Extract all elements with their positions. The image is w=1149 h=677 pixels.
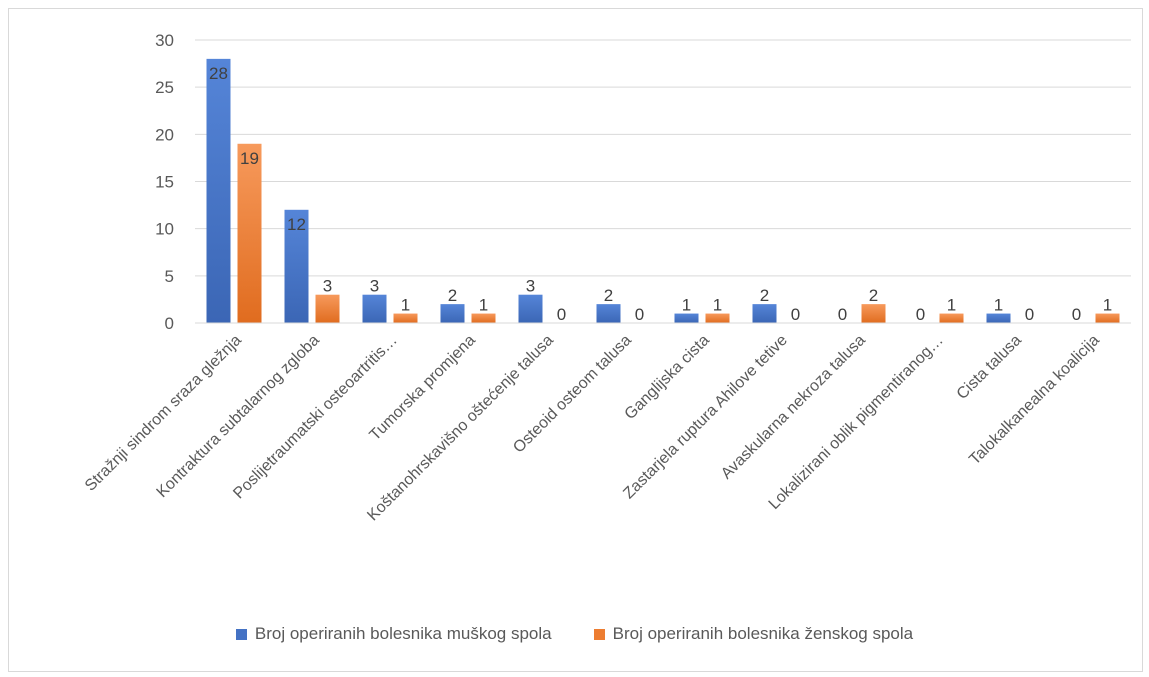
bar-male-3: [440, 304, 465, 323]
data-label-female-2: 1: [401, 296, 410, 315]
data-label-female-1: 3: [323, 277, 332, 296]
data-label-male-9: 0: [916, 305, 925, 324]
data-label-male-4: 3: [526, 277, 535, 296]
y-tick-label-30: 30: [155, 31, 174, 50]
bar-male-1: [284, 209, 309, 323]
data-label-female-11: 1: [1103, 296, 1112, 315]
bar-male-4: [518, 294, 543, 323]
legend-label-male: Broj operiranih bolesnika muškog spola: [254, 624, 552, 643]
data-label-male-10: 1: [994, 296, 1003, 315]
data-label-female-7: 0: [791, 305, 800, 324]
data-label-male-11: 0: [1072, 305, 1081, 324]
legend-swatch-male: [235, 628, 247, 640]
chart-frame: [8, 8, 1143, 672]
bar-female-2: [393, 313, 418, 323]
data-label-female-6: 1: [713, 296, 722, 315]
x-tick-label-1: Kontraktura subtalarnog zgloba: [154, 332, 323, 501]
data-label-female-10: 0: [1025, 305, 1034, 324]
bar-male-2: [362, 294, 387, 323]
x-tick-label-11: Talokalkanealna koalicija: [966, 332, 1103, 469]
data-label-female-4: 0: [557, 305, 566, 324]
data-label-male-5: 2: [604, 286, 613, 305]
bar-male-10: [986, 313, 1011, 323]
legend-item-female: Broj operiranih bolesnika ženskog spola: [593, 624, 914, 644]
y-tick-label-15: 15: [155, 173, 174, 192]
x-tick-label-0: Stražnji sindrom sraza gležnja: [82, 332, 245, 495]
data-label-female-8: 2: [869, 286, 878, 305]
legend-label-female: Broj operiranih bolesnika ženskog spola: [612, 624, 914, 643]
data-label-female-9: 1: [947, 296, 956, 315]
bar-male-6: [674, 313, 699, 323]
data-label-male-3: 2: [448, 286, 457, 305]
data-label-female-5: 0: [635, 305, 644, 324]
bar-male-7: [752, 304, 777, 323]
bar-female-6: [705, 313, 730, 323]
y-tick-label-10: 10: [155, 220, 174, 239]
data-label-male-2: 3: [370, 277, 379, 296]
data-label-female-3: 1: [479, 296, 488, 315]
y-tick-label-5: 5: [165, 267, 174, 286]
x-tick-label-6: Ganglijska cista: [622, 332, 713, 423]
y-tick-label-25: 25: [155, 78, 174, 97]
x-tick-label-10: Cista talusa: [954, 332, 1025, 403]
legend: Broj operiranih bolesnika muškog spola B…: [0, 624, 1149, 644]
y-tick-label-20: 20: [155, 125, 174, 144]
bar-female-9: [939, 313, 964, 323]
data-label-male-8: 0: [838, 305, 847, 324]
data-label-male-0: 28: [209, 64, 228, 83]
bar-female-3: [471, 313, 496, 323]
x-tick-label-9: Lokalizirani oblik pigmentiranog…: [766, 332, 947, 513]
y-tick-label-0: 0: [165, 314, 174, 333]
x-tick-label-7: Zastarjela ruptura Ahilove tetive: [620, 332, 791, 503]
data-label-male-6: 1: [682, 296, 691, 315]
bar-male-0: [206, 58, 231, 323]
bar-male-5: [596, 304, 621, 323]
bar-female-11: [1095, 313, 1120, 323]
x-tick-label-8: Avaskularna nekroza talusa: [718, 332, 869, 483]
data-label-male-1: 12: [287, 215, 306, 234]
bar-female-8: [861, 304, 886, 323]
bar-female-1: [315, 294, 340, 323]
legend-swatch-female: [593, 628, 605, 640]
bar-female-0: [237, 143, 262, 323]
legend-item-male: Broj operiranih bolesnika muškog spola: [235, 624, 552, 644]
x-tick-label-2: Poslijetraumatski osteoartritis…: [230, 332, 400, 502]
data-label-male-7: 2: [760, 286, 769, 305]
data-label-female-0: 19: [240, 149, 259, 168]
